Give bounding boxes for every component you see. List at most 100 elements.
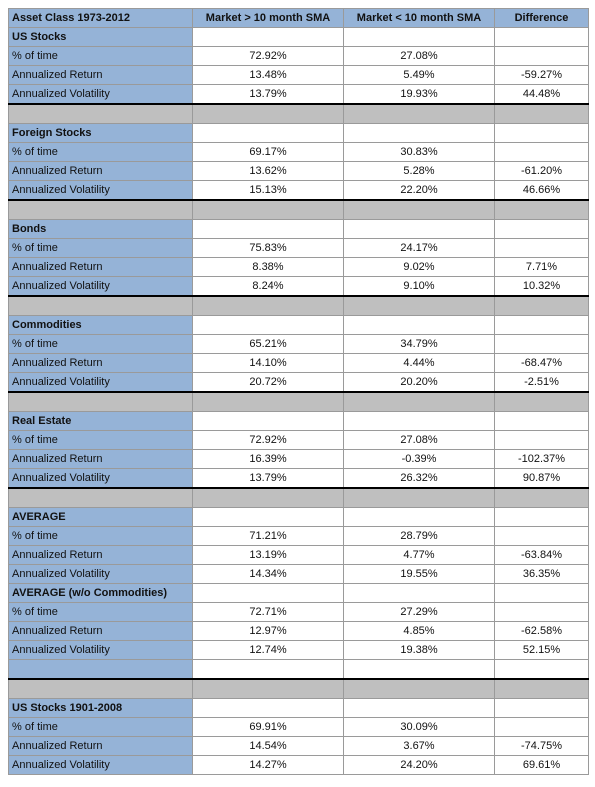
empty-cell xyxy=(494,602,589,622)
separator-cell xyxy=(192,199,344,220)
empty-cell xyxy=(343,698,495,718)
data-row: Annualized Return 13.62% 5.28% -61.20% xyxy=(8,161,589,181)
value-cell: 14.27% xyxy=(192,755,344,775)
value-cell: 69.91% xyxy=(192,717,344,737)
header-cell: Market > 10 month SMA xyxy=(192,8,344,28)
separator-cell xyxy=(343,391,495,412)
empty-cell xyxy=(494,430,589,450)
separator-cell xyxy=(343,295,495,316)
section-title: Real Estate xyxy=(8,411,193,431)
data-row: % of time 71.21% 28.79% xyxy=(8,526,589,546)
section-title-row: US Stocks xyxy=(8,27,589,47)
separator-cell xyxy=(343,487,495,508)
value-cell: 13.48% xyxy=(192,65,344,85)
row-label: Annualized Return xyxy=(8,621,193,641)
value-cell: 19.55% xyxy=(343,564,495,584)
separator-cell xyxy=(8,295,193,316)
data-row: % of time 72.71% 27.29% xyxy=(8,602,589,622)
separator-row xyxy=(8,659,589,680)
separator-cell xyxy=(343,659,495,680)
section-title: Foreign Stocks xyxy=(8,123,193,143)
empty-cell xyxy=(343,123,495,143)
header-row: Asset Class 1973-2012 Market > 10 month S… xyxy=(8,8,589,28)
section-title: US Stocks 1901-2008 xyxy=(8,698,193,718)
section-title-row: Bonds xyxy=(8,219,589,239)
separator-cell xyxy=(192,391,344,412)
empty-cell xyxy=(494,698,589,718)
data-row: Annualized Return 16.39% -0.39% -102.37% xyxy=(8,449,589,469)
value-cell: 13.19% xyxy=(192,545,344,565)
value-cell: 19.38% xyxy=(343,640,495,660)
value-cell: 12.97% xyxy=(192,621,344,641)
header-cell: Asset Class 1973-2012 xyxy=(8,8,193,28)
empty-cell xyxy=(343,219,495,239)
value-cell: 8.38% xyxy=(192,257,344,277)
section-title-row: Foreign Stocks xyxy=(8,123,589,143)
value-cell: 69.17% xyxy=(192,142,344,162)
empty-cell xyxy=(494,334,589,354)
separator-cell xyxy=(8,487,193,508)
data-row: Annualized Volatility 14.34% 19.55% 36.35% xyxy=(8,564,589,584)
value-cell: 13.62% xyxy=(192,161,344,181)
empty-cell xyxy=(494,717,589,737)
data-row: Annualized Volatility 20.72% 20.20% -2.51% xyxy=(8,372,589,393)
data-row: Annualized Return 8.38% 9.02% 7.71% xyxy=(8,257,589,277)
empty-cell xyxy=(494,238,589,258)
section-title: Bonds xyxy=(8,219,193,239)
value-cell: 26.32% xyxy=(343,468,495,489)
data-row: Annualized Volatility 15.13% 22.20% 46.66% xyxy=(8,180,589,201)
value-cell: 44.48% xyxy=(494,84,589,105)
data-row: Annualized Return 12.97% 4.85% -62.58% xyxy=(8,621,589,641)
separator-cell xyxy=(494,199,589,220)
value-cell: 16.39% xyxy=(192,449,344,469)
section-title-row: US Stocks 1901-2008 xyxy=(8,698,589,718)
section-title-row: AVERAGE xyxy=(8,507,589,527)
row-label: % of time xyxy=(8,238,193,258)
empty-cell xyxy=(192,27,344,47)
row-label: Annualized Return xyxy=(8,449,193,469)
data-row: Annualized Return 13.19% 4.77% -63.84% xyxy=(8,545,589,565)
value-cell: 30.83% xyxy=(343,142,495,162)
row-label: Annualized Return xyxy=(8,736,193,756)
data-row: Annualized Volatility 13.79% 26.32% 90.87% xyxy=(8,468,589,489)
data-row: % of time 69.17% 30.83% xyxy=(8,142,589,162)
empty-cell xyxy=(494,507,589,527)
table-body: Asset Class 1973-2012 Market > 10 month S… xyxy=(8,8,589,775)
separator-row xyxy=(8,391,589,412)
data-row: % of time 72.92% 27.08% xyxy=(8,430,589,450)
value-cell: 19.93% xyxy=(343,84,495,105)
separator-cell xyxy=(494,659,589,680)
separator-cell xyxy=(8,391,193,412)
separator-cell xyxy=(343,678,495,699)
separator-row xyxy=(8,103,589,124)
empty-cell xyxy=(192,411,344,431)
data-row: Annualized Return 14.54% 3.67% -74.75% xyxy=(8,736,589,756)
separator-cell xyxy=(192,487,344,508)
value-cell: 52.15% xyxy=(494,640,589,660)
empty-cell xyxy=(343,27,495,47)
value-cell: 72.71% xyxy=(192,602,344,622)
separator-cell xyxy=(192,103,344,124)
value-cell: 4.85% xyxy=(343,621,495,641)
separator-cell xyxy=(494,391,589,412)
value-cell: 5.28% xyxy=(343,161,495,181)
value-cell: 13.79% xyxy=(192,468,344,489)
section-title: AVERAGE (w/o Commodities) xyxy=(8,583,193,603)
row-label: % of time xyxy=(8,602,193,622)
value-cell: 20.72% xyxy=(192,372,344,393)
value-cell: -61.20% xyxy=(494,161,589,181)
value-cell: 65.21% xyxy=(192,334,344,354)
row-label: Annualized Return xyxy=(8,161,193,181)
value-cell: 30.09% xyxy=(343,717,495,737)
empty-cell xyxy=(192,123,344,143)
empty-cell xyxy=(343,411,495,431)
value-cell: 8.24% xyxy=(192,276,344,297)
value-cell: 4.44% xyxy=(343,353,495,373)
data-row: % of time 65.21% 34.79% xyxy=(8,334,589,354)
row-label: Annualized Volatility xyxy=(8,276,193,297)
separator-cell xyxy=(343,103,495,124)
separator-cell xyxy=(8,103,193,124)
value-cell: 15.13% xyxy=(192,180,344,201)
separator-row xyxy=(8,199,589,220)
